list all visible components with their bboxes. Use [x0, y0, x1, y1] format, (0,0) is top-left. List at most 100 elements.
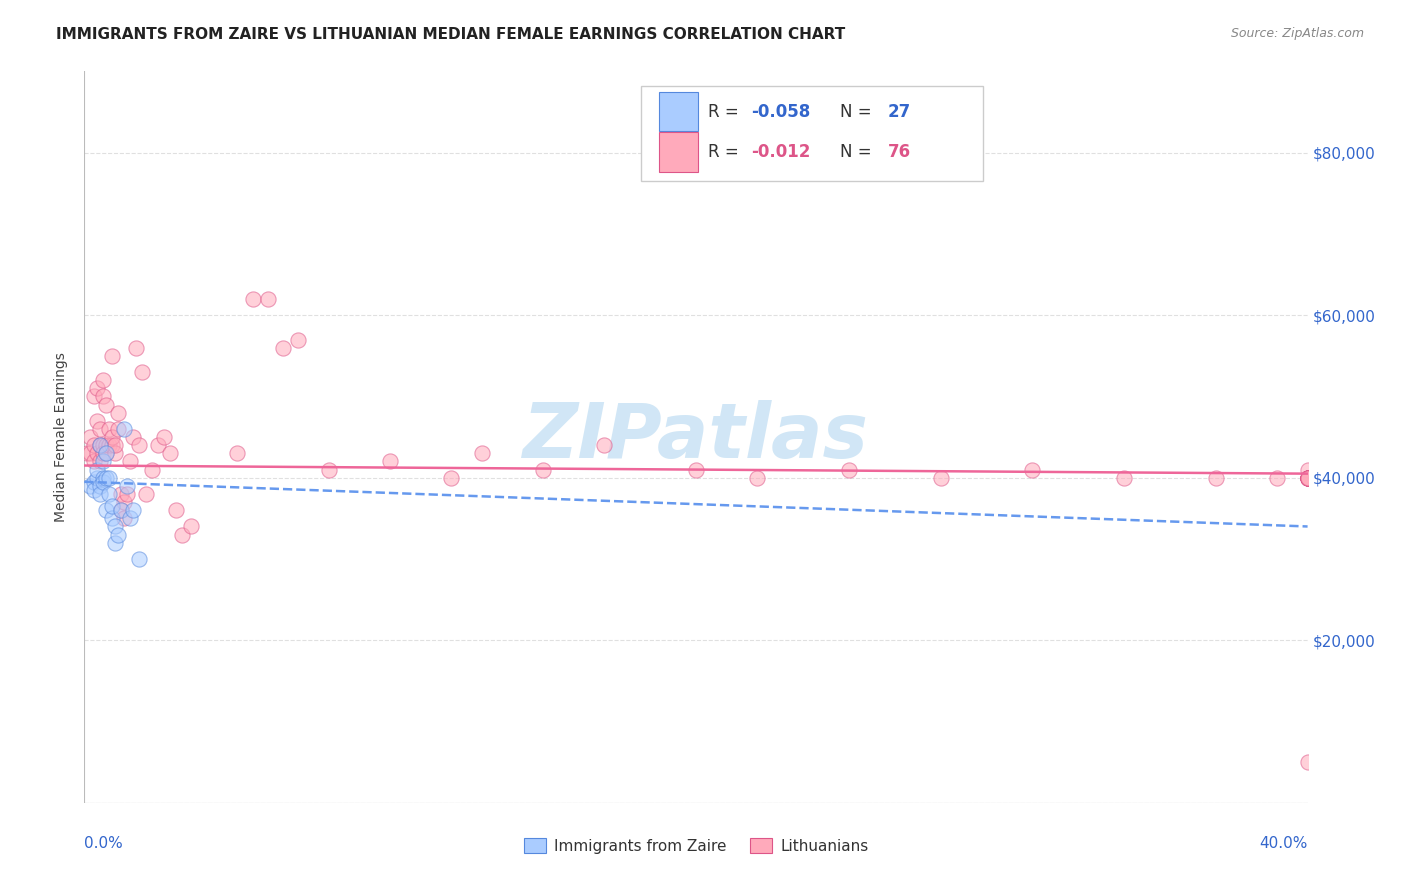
Point [226, 446, 249, 460]
Point [593, 438, 616, 452]
Point [747, 471, 769, 485]
Point [122, 503, 145, 517]
Point [287, 333, 309, 347]
Point [107, 527, 129, 541]
Text: Source: ZipAtlas.com: Source: ZipAtlas.com [1230, 27, 1364, 40]
Point [685, 462, 707, 476]
Point [318, 462, 340, 476]
Text: N =: N = [841, 143, 877, 161]
Point [120, 511, 142, 525]
Text: -0.058: -0.058 [751, 103, 810, 120]
Point [101, 430, 124, 444]
Point [89, 479, 111, 493]
Point [131, 365, 153, 379]
Point [91, 454, 114, 468]
Point [79, 446, 101, 460]
Point [97, 471, 120, 485]
Point [1296, 471, 1319, 485]
Point [165, 503, 187, 517]
Point [110, 487, 132, 501]
Point [79, 430, 101, 444]
Point [159, 446, 181, 460]
Point [107, 406, 129, 420]
Point [97, 422, 120, 436]
Point [104, 535, 127, 549]
Point [1296, 471, 1319, 485]
Point [83, 389, 105, 403]
Point [440, 471, 463, 485]
Point [380, 454, 402, 468]
Point [1296, 755, 1319, 769]
Text: 0.0%: 0.0% [84, 836, 124, 851]
Point [1114, 471, 1136, 485]
Point [83, 454, 105, 468]
Point [141, 462, 163, 476]
Point [104, 446, 127, 460]
Point [929, 471, 952, 485]
Point [107, 422, 129, 436]
Point [104, 519, 127, 533]
Point [1265, 471, 1288, 485]
Point [91, 373, 114, 387]
Point [101, 438, 124, 452]
Point [91, 471, 114, 485]
Point [112, 495, 135, 509]
Point [76, 446, 98, 460]
Point [1296, 471, 1319, 485]
Point [110, 503, 132, 517]
Point [1296, 471, 1319, 485]
Point [86, 446, 108, 460]
Point [110, 503, 132, 517]
FancyBboxPatch shape [659, 132, 699, 171]
Point [86, 471, 108, 485]
Text: 27: 27 [889, 103, 911, 120]
Point [91, 446, 114, 460]
FancyBboxPatch shape [641, 86, 983, 181]
Point [1296, 471, 1319, 485]
Point [94, 398, 117, 412]
Text: IMMIGRANTS FROM ZAIRE VS LITHUANIAN MEDIAN FEMALE EARNINGS CORRELATION CHART: IMMIGRANTS FROM ZAIRE VS LITHUANIAN MEDI… [56, 27, 845, 42]
Point [146, 438, 169, 452]
Legend: Immigrants from Zaire, Lithuanians: Immigrants from Zaire, Lithuanians [523, 838, 869, 854]
Point [1296, 471, 1319, 485]
Text: ZIPatlas: ZIPatlas [523, 401, 869, 474]
Point [101, 349, 124, 363]
Y-axis label: Median Female Earnings: Median Female Earnings [55, 352, 69, 522]
Point [1296, 471, 1319, 485]
Text: 40.0%: 40.0% [1260, 836, 1308, 851]
FancyBboxPatch shape [659, 92, 699, 131]
Point [94, 446, 117, 460]
Point [89, 438, 111, 452]
Point [79, 479, 101, 493]
Point [112, 511, 135, 525]
Point [128, 552, 150, 566]
Point [531, 462, 554, 476]
Point [89, 438, 111, 452]
Point [257, 292, 280, 306]
Point [91, 438, 114, 452]
Point [83, 475, 105, 489]
Point [94, 503, 117, 517]
Point [153, 430, 176, 444]
Point [83, 438, 105, 452]
Text: 76: 76 [889, 143, 911, 161]
Point [128, 438, 150, 452]
Point [115, 487, 138, 501]
Point [91, 475, 114, 489]
Point [838, 462, 860, 476]
Point [104, 438, 127, 452]
Point [271, 341, 294, 355]
Point [471, 446, 494, 460]
Point [91, 389, 114, 403]
Point [83, 483, 105, 497]
Point [86, 381, 108, 395]
Point [97, 438, 120, 452]
Point [86, 462, 108, 476]
Point [97, 487, 120, 501]
Point [1021, 462, 1043, 476]
Point [89, 422, 111, 436]
Point [94, 438, 117, 452]
Point [94, 446, 117, 460]
Point [112, 422, 135, 436]
Point [89, 454, 111, 468]
